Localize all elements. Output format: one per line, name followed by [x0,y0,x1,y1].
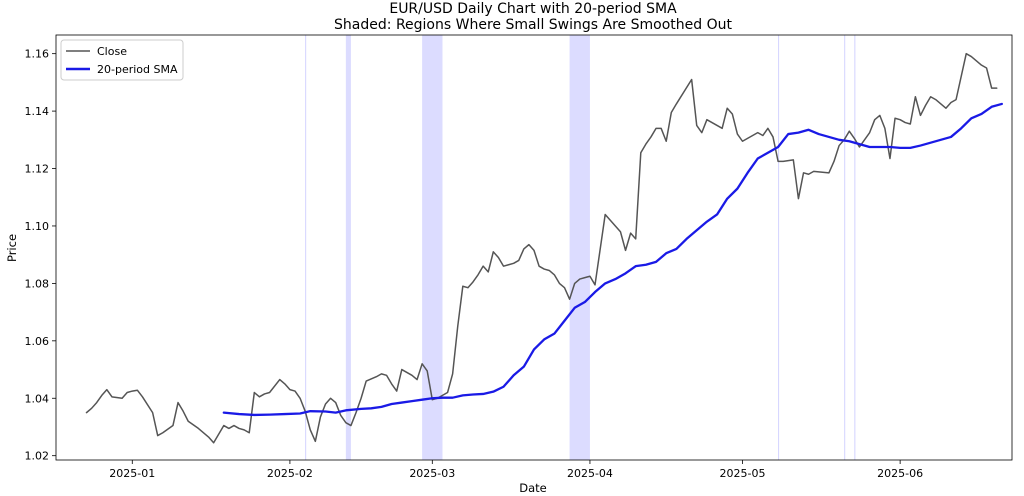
x-axis-label: Date [519,481,547,495]
x-axis-ticks: 2025-01 2025-02 2025-03 2025-04 2025-05 2025-… [109,460,923,480]
y-tick-label-2: 1.06 [25,335,50,348]
y-tick-label-5: 1.12 [25,163,50,176]
shaded-regions [305,35,856,460]
shaded-region-2 [422,35,443,460]
y-tick-label-4: 1.10 [25,220,50,233]
plot-frame [55,34,1013,461]
y-tick-label-1: 1.04 [25,392,50,405]
legend: Close 20-period SMA [60,39,184,81]
legend-box [60,39,184,81]
y-axis-ticks: 1.02 1.04 1.06 1.08 1.10 1.12 1.14 1.16 [25,48,56,463]
y-tick-label-6: 1.14 [25,105,50,118]
y-axis-label: Price [5,234,19,262]
close-price-line [85,52,998,444]
legend-label-close: Close [97,45,127,58]
shaded-region-1 [345,35,351,460]
shaded-region-4 [778,35,780,460]
shaded-region-0 [305,35,307,460]
chart-title: EUR/USD Daily Chart with 20-period SMA [389,1,677,17]
x-tick-label-2: 2025-03 [409,467,455,480]
y-tick-label-7: 1.16 [25,48,50,61]
x-tick-label-5: 2025-06 [877,467,923,480]
x-tick-label-3: 2025-04 [567,467,613,480]
x-tick-label-1: 2025-02 [267,467,313,480]
chart-subtitle: Shaded: Regions Where Small Swings Are S… [334,17,732,33]
sma-line [222,102,1003,417]
y-tick-label-3: 1.08 [25,277,50,290]
shaded-region-6 [854,35,856,460]
shaded-region-5 [844,35,846,460]
legend-label-sma: 20-period SMA [97,63,178,76]
x-tick-label-4: 2025-05 [720,467,766,480]
x-tick-label-0: 2025-01 [109,467,155,480]
y-tick-label-0: 1.02 [25,450,50,463]
series-group [85,52,1003,444]
shaded-region-3 [569,35,590,460]
